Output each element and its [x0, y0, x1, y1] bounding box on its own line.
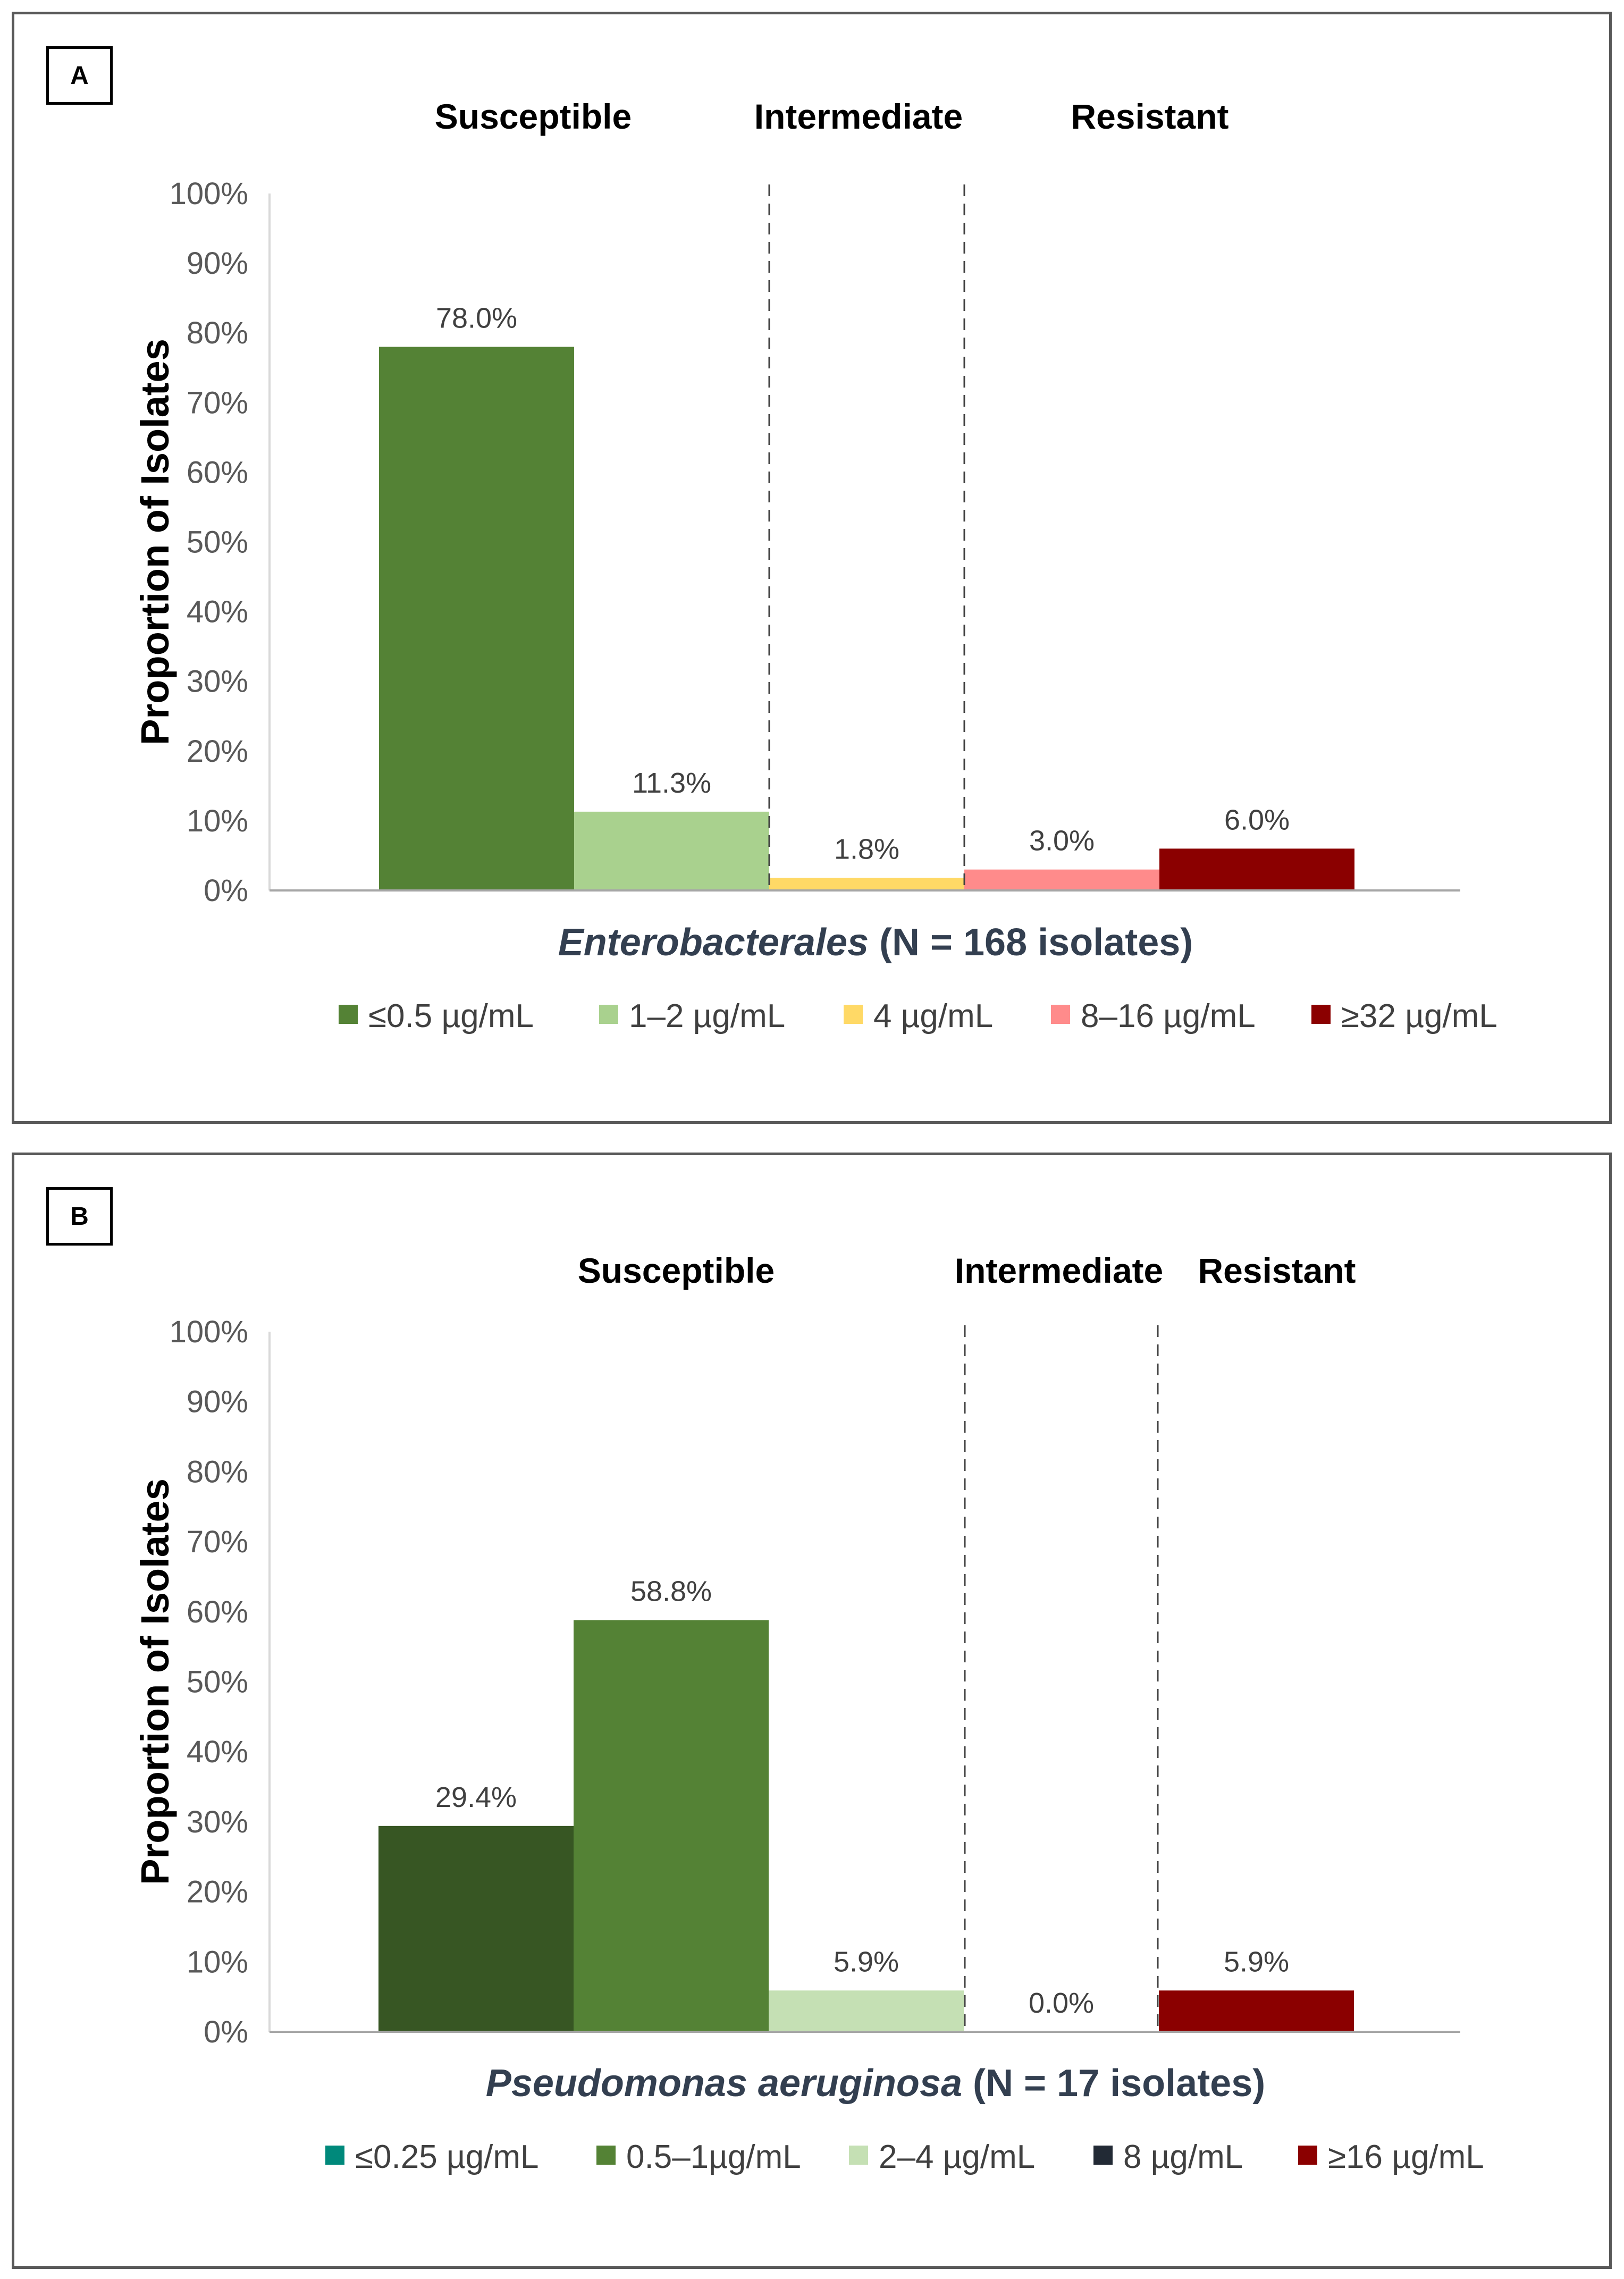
legend-label: 8–16 µg/mL [1081, 998, 1256, 1035]
data-label: 5.9% [1224, 1946, 1289, 1978]
category-header-resistant: Resistant [1198, 1251, 1356, 1290]
y-tick-label: 10% [187, 804, 248, 838]
data-label: 29.4% [435, 1781, 517, 1813]
legend-swatch [339, 1005, 358, 1024]
y-tick-label: 40% [187, 595, 248, 629]
legend-label: 0.5–1µg/mL [626, 2139, 801, 2175]
chart-b: Susceptible Intermediate Resistant 0% 10% 20%… [133, 1251, 1484, 2175]
legend-swatch [1051, 1005, 1070, 1024]
bar-1 [378, 1826, 574, 2032]
legend-label: 8 µg/mL [1123, 2139, 1243, 2175]
legend-label: ≥16 µg/mL [1328, 2139, 1484, 2175]
bar-2 [574, 811, 769, 890]
legend-label: ≥32 µg/mL [1341, 998, 1497, 1035]
y-axis-title: Proportion of Isolates [133, 339, 177, 745]
y-tick-label: 20% [187, 1875, 248, 1910]
bar-4 [964, 869, 1159, 890]
category-header-susceptible: Susceptible [578, 1251, 775, 1290]
y-tick-label: 80% [187, 1454, 248, 1489]
legend-swatch [849, 2146, 868, 2165]
category-header-susceptible: Susceptible [435, 97, 632, 136]
y-axis-title: Proportion of Isolates [133, 1478, 177, 1885]
legend-label: ≤0.25 µg/mL [355, 2139, 538, 2175]
x-axis-title-count: (N = 17 isolates) [962, 2062, 1265, 2105]
data-label: 0.0% [1029, 1987, 1094, 2019]
legend-swatch [844, 1005, 863, 1024]
y-tick-label: 90% [187, 1385, 248, 1419]
data-label: 78.0% [436, 302, 517, 334]
data-label: 6.0% [1224, 804, 1290, 836]
legend-label: 4 µg/mL [873, 998, 993, 1035]
legend-swatch [596, 2146, 616, 2165]
y-tick-label: 0% [204, 873, 248, 908]
y-tick-label: 70% [187, 385, 248, 420]
legend-swatch [1298, 2146, 1317, 2165]
x-axis-title-count: (N = 168 isolates) [869, 921, 1193, 964]
legend-swatch [1311, 1005, 1331, 1024]
panel-label: B [46, 1187, 113, 1246]
y-tick-label: 50% [187, 525, 248, 560]
x-axis-title: Pseudomonas aeruginosa (N = 17 isolates) [486, 2062, 1265, 2105]
bar-2 [574, 1620, 769, 2032]
data-label: 58.8% [630, 1576, 712, 1608]
y-tick-label: 20% [187, 734, 248, 769]
bar-1 [379, 347, 574, 890]
y-tick-label: 90% [187, 246, 248, 281]
y-tick-label: 60% [187, 1595, 248, 1629]
legend-swatch [599, 1005, 618, 1024]
category-header-intermediate: Intermediate [754, 97, 963, 136]
category-header-resistant: Resistant [1071, 97, 1228, 136]
bar-3 [769, 878, 964, 890]
y-tick-label: 10% [187, 1945, 248, 1979]
chart-a: Susceptible Intermediate Resistant 0% 10% 20%… [133, 97, 1497, 1035]
panel-b: B Susceptible Intermediate Resistant 0% 10% 2… [12, 1153, 1612, 2269]
bar-3 [769, 1990, 964, 2032]
y-tick-label: 70% [187, 1525, 248, 1559]
y-tick-label: 60% [187, 455, 248, 490]
x-axis-title-organism: Enterobacterales [558, 921, 869, 964]
y-tick-label: 30% [187, 1805, 248, 1839]
panel-label: A [46, 46, 113, 105]
legend-label: 1–2 µg/mL [629, 998, 785, 1035]
data-label: 5.9% [834, 1946, 899, 1978]
panel-a: A Susceptible Intermediate Resistant 0% 10% 2… [12, 12, 1612, 1124]
y-tick-label: 30% [187, 665, 248, 699]
data-label: 1.8% [834, 833, 899, 865]
legend-swatch [1093, 2146, 1113, 2165]
legend-swatch [325, 2146, 344, 2165]
data-label: 3.0% [1029, 825, 1095, 857]
y-tick-label: 0% [204, 2015, 248, 2049]
x-axis-title-organism: Pseudomonas aeruginosa [486, 2062, 962, 2105]
bar-5 [1159, 1990, 1354, 2032]
category-header-intermediate: Intermediate [955, 1251, 1163, 1290]
data-label: 11.3% [632, 767, 711, 799]
y-tick-label: 100% [170, 176, 248, 211]
x-axis-title: Enterobacterales (N = 168 isolates) [558, 921, 1193, 964]
legend-label: ≤0.5 µg/mL [368, 998, 534, 1035]
y-tick-label: 50% [187, 1665, 248, 1700]
y-tick-label: 80% [187, 316, 248, 350]
legend-label: 2–4 µg/mL [879, 2139, 1035, 2175]
bar-5 [1159, 848, 1354, 890]
y-tick-label: 40% [187, 1735, 248, 1769]
y-tick-label: 100% [170, 1315, 248, 1349]
